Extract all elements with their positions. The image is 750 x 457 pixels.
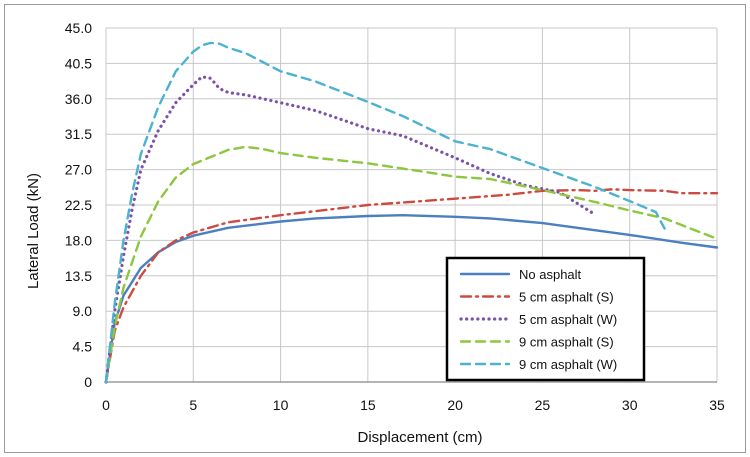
legend-label-1: 5 cm asphalt (S): [519, 290, 614, 305]
x-tick-label: 30: [622, 397, 638, 413]
x-axis-ticks: 0 5 10 15 20 25 30 35: [102, 397, 725, 413]
y-tick-label: 31.5: [65, 126, 92, 142]
x-tick-label: 10: [273, 397, 289, 413]
series-line-4: [104, 41, 666, 384]
y-tick-label: 22.5: [65, 197, 92, 213]
x-axis-title: Displacement (cm): [357, 429, 482, 446]
y-tick-label: 9.0: [73, 303, 93, 319]
y-tick-label: 45.0: [65, 20, 92, 36]
y-tick-label: 18.0: [65, 232, 92, 248]
legend-label-2: 5 cm asphalt (W): [519, 312, 617, 327]
x-tick-label: 5: [189, 397, 197, 413]
x-tick-label: 15: [360, 397, 376, 413]
legend-label-0: No asphalt: [519, 267, 582, 282]
series-line-2: [104, 75, 597, 384]
series-lines: [104, 41, 719, 384]
y-tick-label: 40.5: [65, 55, 92, 71]
y-tick-label: 36.0: [65, 91, 92, 107]
series-line-3: [104, 145, 719, 384]
y-tick-label: 13.5: [65, 268, 92, 284]
x-tick-label: 35: [709, 397, 725, 413]
x-tick-label: 20: [447, 397, 463, 413]
legend: No asphalt 5 cm asphalt (S) 5 cm asphalt (…: [445, 256, 646, 382]
x-tick-label: 25: [535, 397, 551, 413]
x-tick-label: 0: [102, 397, 110, 413]
grid: [105, 27, 718, 383]
series-line-0: [104, 214, 719, 384]
y-tick-label: 4.5: [73, 339, 93, 355]
legend-label-3: 9 cm asphalt (S): [519, 335, 614, 350]
y-tick-label: 0: [84, 374, 92, 390]
legend-label-4: 9 cm asphalt (W): [519, 357, 617, 372]
y-axis-ticks: 0 4.5 9.0 13.5 18.0 22.5 27.0 31.5 36.0 40.5 45.0: [65, 20, 92, 390]
legend-box: [445, 256, 646, 382]
series-line-1: [104, 188, 719, 384]
y-axis-title: Lateral Load (kN): [25, 173, 42, 289]
y-tick-label: 27.0: [65, 162, 92, 178]
